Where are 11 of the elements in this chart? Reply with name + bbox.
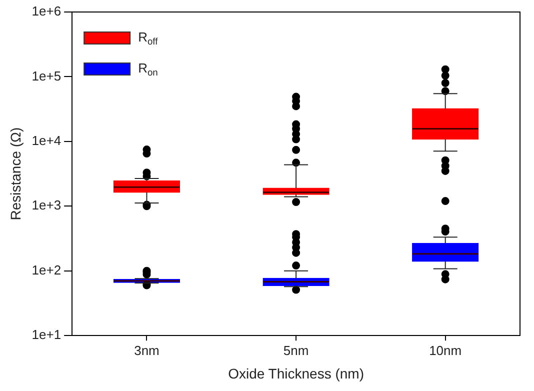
y-tick-label: 1e+6	[32, 4, 62, 19]
y-tick-label: 1e+3	[32, 198, 62, 213]
y-tick-label: 1e+4	[32, 133, 62, 148]
x-tick-label: 3nm	[134, 342, 160, 358]
y-tick-label: 1e+5	[32, 68, 62, 84]
y-tick-label: 1e+1	[32, 327, 62, 342]
y-axis-title: Resistance (Ω)	[7, 127, 24, 220]
y-tick-label: 1e+2	[32, 262, 62, 278]
x-tick-label: 10nm	[429, 342, 462, 358]
x-tick-label: 5nm	[283, 342, 309, 358]
x-axis-title: Oxide Thickness (nm)	[228, 365, 364, 382]
